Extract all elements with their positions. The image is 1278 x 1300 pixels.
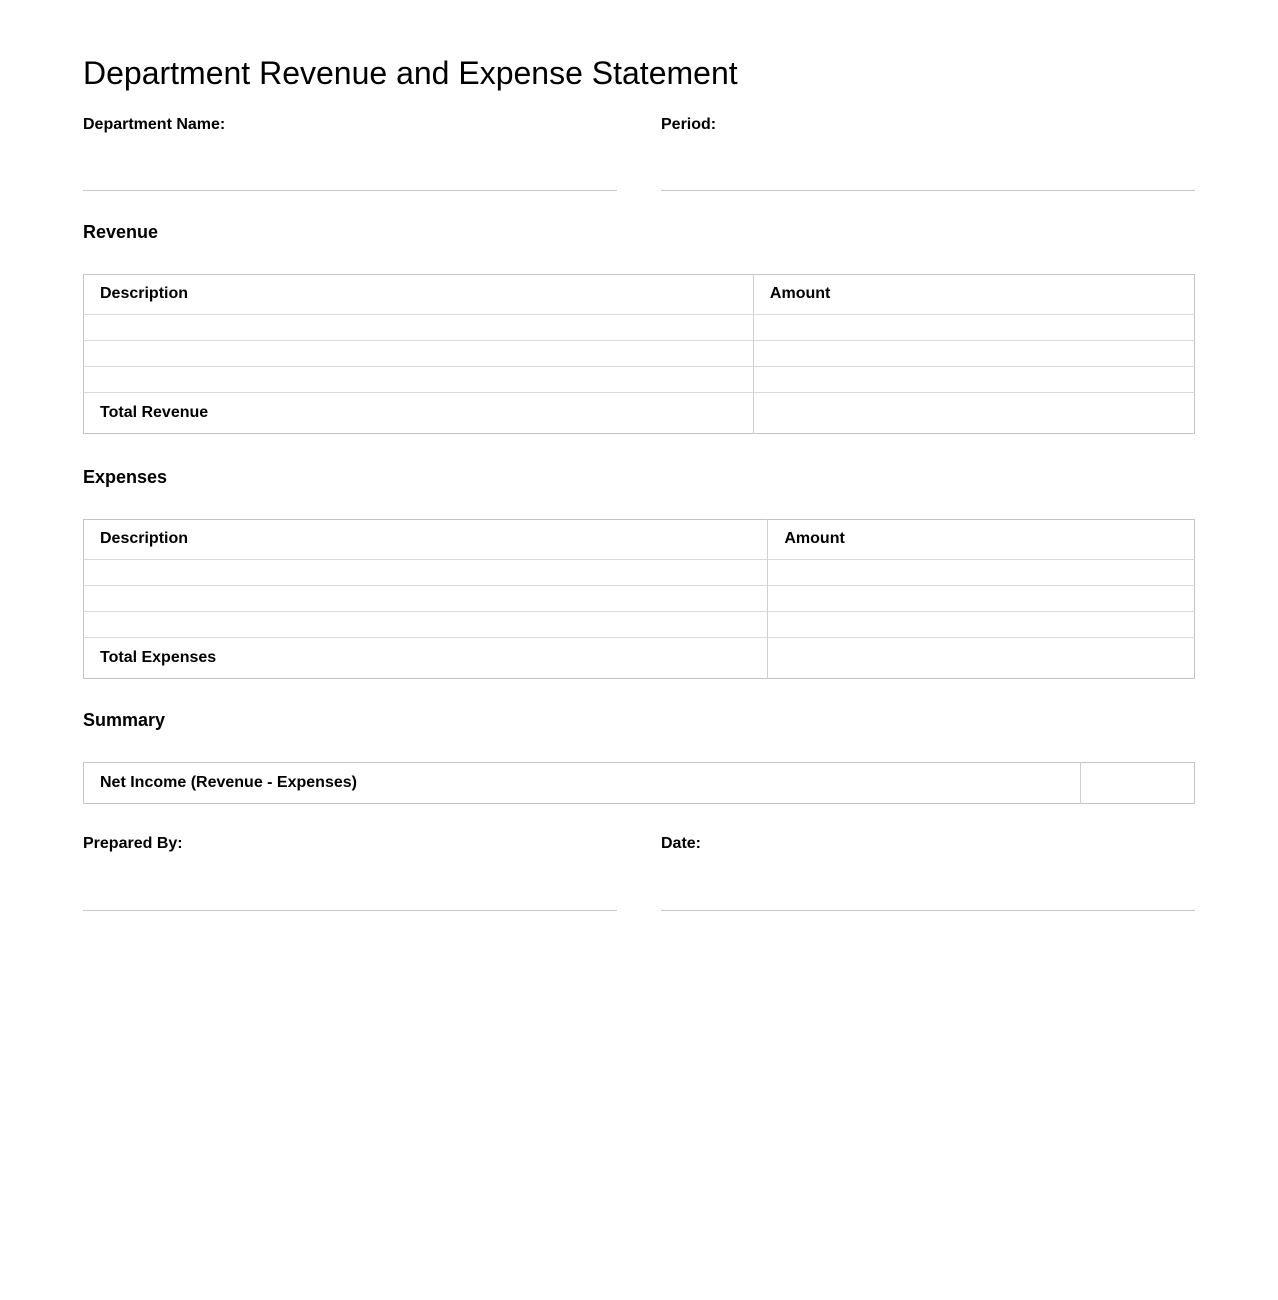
date-label: Date: [661, 835, 702, 853]
summary-table: Net Income (Revenue - Expenses) [83, 762, 1195, 805]
period-field: Period: [661, 115, 1195, 192]
prepared-by-field: Prepared By: [83, 835, 617, 911]
expenses-row-1-description-cell[interactable] [84, 559, 768, 585]
revenue-row-3-amount-cell[interactable] [752, 365, 1195, 393]
expenses-header-row: Description Amount [83, 519, 1195, 560]
expenses-row-3 [83, 610, 1195, 638]
revenue-row-1-amount-cell[interactable] [752, 314, 1195, 341]
revenue-total-amount-cell[interactable] [752, 391, 1195, 434]
expenses-section-heading: Expenses [83, 466, 168, 487]
department-name-field: Department Name: [83, 115, 617, 192]
period-input[interactable] [661, 134, 1195, 192]
date-input[interactable] [661, 854, 1195, 911]
revenue-row-2-amount-cell[interactable] [752, 339, 1195, 367]
expenses-row-1 [84, 559, 1195, 586]
prepared-by-label: Prepared By: [83, 835, 183, 853]
revenue-row-1-description-cell[interactable] [84, 314, 754, 340]
revenue-description-header: Description [83, 274, 754, 315]
revenue-row-2 [83, 339, 1195, 367]
revenue-section-heading: Revenue [83, 222, 159, 243]
date-field: Date: [661, 835, 1195, 911]
expenses-total-amount-cell[interactable] [767, 636, 1195, 679]
expenses-row-1-amount-cell[interactable] [767, 559, 1195, 586]
expenses-total-row: Total Expenses [83, 636, 1195, 679]
revenue-total-label: Total Revenue [83, 391, 754, 434]
revenue-row-3-description-cell[interactable] [83, 365, 754, 393]
department-name-label: Department Name: [83, 115, 226, 133]
summary-section-heading: Summary [83, 709, 166, 730]
expenses-row-2 [83, 584, 1195, 612]
revenue-table: Description Amount Total Revenue [83, 273, 1195, 434]
revenue-amount-header: Amount [752, 274, 1195, 315]
revenue-row-2-description-cell[interactable] [83, 339, 754, 367]
revenue-row-1 [84, 314, 1195, 341]
net-income-row: Net Income (Revenue - Expenses) [84, 762, 1195, 804]
revenue-row-3 [83, 365, 1195, 393]
expenses-total-label: Total Expenses [83, 636, 768, 679]
expenses-row-2-description-cell[interactable] [83, 584, 768, 612]
page-title: Department Revenue and Expense Statement [83, 55, 738, 91]
footer-fields-row: Prepared By: Date: [83, 835, 1195, 911]
expenses-table: Description Amount Total Expenses [83, 518, 1195, 679]
expenses-row-3-description-cell[interactable] [83, 610, 768, 638]
expenses-row-2-amount-cell[interactable] [767, 584, 1195, 612]
prepared-by-input[interactable] [83, 854, 617, 911]
expenses-description-header: Description [83, 519, 768, 560]
expenses-amount-header: Amount [767, 519, 1195, 560]
expenses-row-3-amount-cell[interactable] [767, 610, 1195, 638]
header-fields-row: Department Name: Period: [83, 115, 1195, 192]
net-income-value-cell[interactable] [1079, 762, 1195, 804]
department-name-input[interactable] [83, 134, 617, 192]
net-income-label: Net Income (Revenue - Expenses) [100, 774, 357, 792]
revenue-header-row: Description Amount [83, 274, 1195, 315]
revenue-total-row: Total Revenue [83, 391, 1195, 434]
period-label: Period: [661, 115, 717, 133]
